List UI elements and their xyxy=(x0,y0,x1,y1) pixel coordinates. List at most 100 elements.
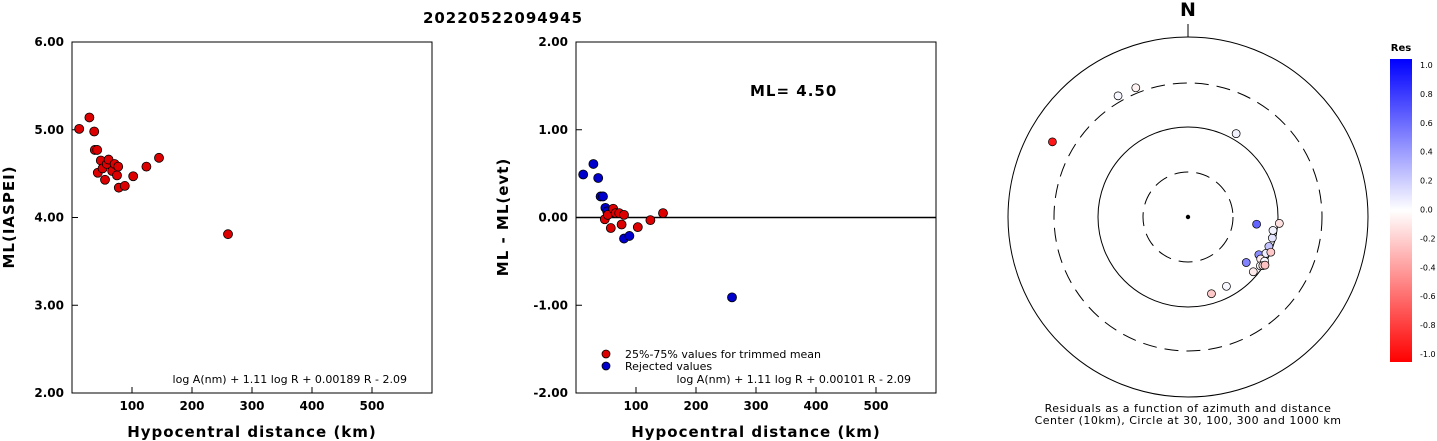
polar-points xyxy=(1048,83,1284,299)
left-data-point xyxy=(141,161,152,172)
station-marker xyxy=(1252,219,1261,229)
polar-caption-line2: Center (10km), Circle at 30, 100, 300 an… xyxy=(1035,414,1342,427)
legend-label-trimmed: 25%-75% values for trimmed mean xyxy=(625,348,821,361)
north-label: N xyxy=(1180,0,1196,21)
colorbar-tick-label: -0.2 xyxy=(1420,234,1436,243)
colorbar-gradient xyxy=(1390,59,1412,362)
left-xtick-label: 100 xyxy=(119,399,144,413)
colorbar-tick-label: 0.2 xyxy=(1420,177,1433,186)
left-data-point xyxy=(92,145,103,155)
middle-ytick-label: -2.00 xyxy=(533,386,568,400)
left-data-point xyxy=(112,170,122,181)
middle-data-point xyxy=(632,222,643,233)
middle-data-point xyxy=(605,223,616,233)
middle-ytick-label: 0.00 xyxy=(538,211,568,225)
ml-label: ML= 4.50 xyxy=(750,82,837,100)
epicenter-marker xyxy=(1185,214,1191,220)
middle-ylabel: ML - ML(evt) xyxy=(494,158,512,276)
left-xlabel: Hypocentral distance (km) xyxy=(127,423,377,441)
left-ytick-label: 5.00 xyxy=(34,123,64,137)
left-data-point xyxy=(89,126,100,137)
left-panel: ML(IASPEI) Hypocentral distance (km) log… xyxy=(0,35,433,441)
colorbar-tick-label: -0.4 xyxy=(1420,263,1436,272)
middle-data-point xyxy=(624,231,635,241)
left-data-point xyxy=(128,171,139,182)
polar-caption-line1: Residuals as a function of azimuth and d… xyxy=(1045,402,1332,415)
colorbar-tick-label: -0.6 xyxy=(1420,292,1436,301)
left-xtick-label: 200 xyxy=(179,399,204,413)
left-plot-frame xyxy=(71,41,433,394)
middle-data-point xyxy=(578,169,589,180)
station-marker xyxy=(1248,267,1258,277)
colorbar-tick-label: 1.0 xyxy=(1420,61,1433,70)
middle-data-point xyxy=(593,173,604,183)
middle-xtick-label: 500 xyxy=(863,399,888,413)
middle-data-point xyxy=(588,159,599,169)
station-marker xyxy=(1113,91,1123,101)
colorbar-ticks: 1.0 0.8 0.6 0.4 0.2 0.0 -0.2 -0.4 -0.6 -0.8 -1.0 xyxy=(1420,61,1436,359)
left-data-point xyxy=(84,112,95,123)
station-marker xyxy=(1274,219,1284,228)
left-xtick-label: 400 xyxy=(299,399,324,413)
station-marker xyxy=(1131,83,1141,93)
left-data-point xyxy=(113,161,124,172)
station-marker xyxy=(1048,137,1057,147)
middle-data-point xyxy=(616,219,627,230)
ring-300km xyxy=(1053,82,1323,352)
station-marker xyxy=(1231,129,1241,138)
middle-xtick-label: 200 xyxy=(683,399,708,413)
ring-100km xyxy=(1097,126,1279,308)
left-data-point xyxy=(74,123,85,134)
middle-ytick-label: 1.00 xyxy=(538,123,568,137)
ring-1000km xyxy=(1007,36,1369,398)
left-ytick-label: 4.00 xyxy=(34,211,64,225)
left-formula: log A(nm) + 1.11 log R + 0.00189 R - 2.0… xyxy=(173,373,407,386)
colorbar-tick-label: -0.8 xyxy=(1420,321,1436,330)
left-data-point xyxy=(119,181,130,191)
middle-panel: ML - ML(evt) Hypocentral distance (km) M… xyxy=(494,35,937,441)
middle-xtick-label: 400 xyxy=(803,399,828,413)
left-ylabel: ML(IASPEI) xyxy=(0,165,18,268)
legend-marker-trimmed xyxy=(601,349,611,359)
middle-ytick-label: 2.00 xyxy=(538,35,568,49)
legend-label-rejected: Rejected values xyxy=(625,360,712,373)
polar-panel: N Residuals as a function of azimuth and… xyxy=(1007,0,1369,427)
station-marker xyxy=(1222,281,1231,291)
left-points xyxy=(74,112,233,240)
middle-ticks: 100 200 300 400 500 -2.00 -1.00 0.00 1.00 2.00 xyxy=(533,35,888,413)
left-xtick-label: 300 xyxy=(239,399,264,413)
left-xtick-label: 500 xyxy=(359,399,384,413)
middle-data-point xyxy=(645,215,656,226)
left-data-point xyxy=(100,174,110,185)
middle-xtick-label: 100 xyxy=(623,399,648,413)
middle-points xyxy=(578,159,737,303)
middle-formula: log A(nm) + 1.11 log R + 0.00101 R - 2.0… xyxy=(677,373,911,386)
colorbar: Res 1.0 0.8 0.6 0.4 0.2 0.0 -0.2 -0.4 -0.6 -0.8 -1… xyxy=(1390,43,1436,362)
middle-data-point xyxy=(619,209,629,220)
figure-title: 20220522094945 xyxy=(423,9,583,27)
colorbar-tick-label: -1.0 xyxy=(1420,350,1436,359)
left-data-point xyxy=(223,229,233,240)
station-marker xyxy=(1268,226,1278,235)
left-data-point xyxy=(154,152,164,163)
middle-data-point xyxy=(598,191,608,202)
colorbar-title: Res xyxy=(1391,43,1411,54)
left-ticks: 100 200 300 400 500 2.00 3.00 4.00 5.00 6.00 xyxy=(34,35,384,413)
colorbar-tick-label: 0.8 xyxy=(1420,90,1433,99)
middle-data-point xyxy=(727,292,737,303)
middle-data-point xyxy=(658,208,668,219)
middle-xlabel: Hypocentral distance (km) xyxy=(631,423,881,441)
left-ytick-label: 3.00 xyxy=(34,298,64,312)
station-marker xyxy=(1241,258,1251,267)
station-marker xyxy=(1266,247,1276,257)
middle-ytick-label: -1.00 xyxy=(533,298,568,312)
left-ytick-label: 6.00 xyxy=(34,35,64,49)
legend-marker-rejected xyxy=(601,361,611,371)
colorbar-tick-label: 0.6 xyxy=(1420,119,1433,128)
station-marker xyxy=(1260,260,1270,270)
colorbar-tick-label: 0.4 xyxy=(1420,148,1433,157)
colorbar-tick-label: 0.0 xyxy=(1420,206,1433,215)
station-marker xyxy=(1207,289,1216,299)
station-marker xyxy=(1267,233,1277,243)
